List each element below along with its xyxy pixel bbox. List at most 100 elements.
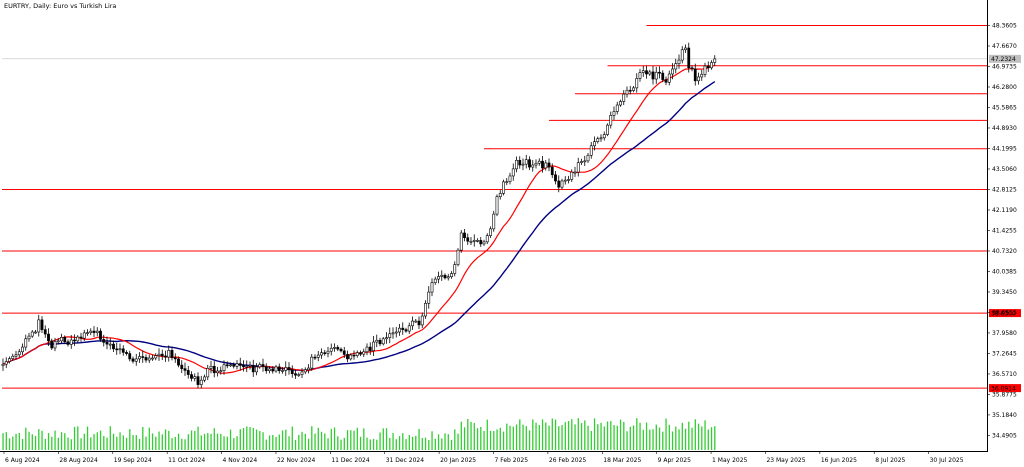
volume-bar: [148, 427, 150, 450]
chart-title: EURTRY, Daily: Euro vs Turkish Lira: [4, 2, 117, 10]
x-tick-label: 16 Jun 2025: [821, 457, 857, 464]
candle-body: [329, 347, 333, 352]
volume-bar: [538, 425, 540, 450]
volume-bar: [467, 418, 469, 450]
volume-bar: [564, 422, 566, 450]
volume-bar: [584, 420, 586, 450]
candle-body: [365, 346, 369, 353]
volume-bar: [528, 430, 531, 450]
volume-bar: [421, 438, 423, 450]
volume-bar: [57, 437, 59, 450]
volume-bar: [96, 432, 98, 450]
volume-bar: [346, 430, 349, 450]
volume-bar: [210, 433, 212, 450]
candle-body: [177, 358, 180, 366]
candle-body: [388, 333, 392, 338]
volume-bar: [684, 428, 687, 450]
candle-body: [583, 160, 587, 163]
candle-body: [658, 71, 661, 74]
x-tick-label: 26 Feb 2025: [549, 457, 587, 464]
candle-body: [238, 363, 242, 366]
volume-bar: [431, 431, 433, 450]
candle-body: [167, 350, 171, 358]
candle-body: [261, 364, 265, 367]
candle-body: [40, 319, 44, 330]
candle-body: [307, 367, 310, 371]
volume-bar: [242, 427, 245, 450]
volume-bar: [301, 431, 303, 450]
volume-bar: [21, 438, 24, 450]
candle-body: [355, 352, 359, 356]
candle-body: [602, 134, 606, 139]
volume-bar: [174, 436, 176, 450]
volume-bar: [545, 422, 547, 450]
candle-body: [515, 159, 518, 170]
candle-body: [427, 291, 431, 304]
volume-bar: [239, 429, 241, 450]
bid-price-label: 47.2324: [991, 56, 1016, 63]
candle-body: [232, 364, 236, 367]
volume-bar: [337, 436, 339, 450]
candle-body: [173, 357, 177, 360]
candle-body: [47, 333, 50, 342]
volume-bar: [155, 436, 157, 450]
candle-body: [190, 374, 193, 379]
volume-bar: [658, 427, 661, 450]
candle-body: [466, 237, 470, 242]
volume-bar: [694, 419, 696, 450]
y-tick-label: 42.1190: [992, 207, 1017, 214]
y-tick-label: 43.5060: [992, 166, 1017, 173]
candle-body: [641, 70, 645, 73]
candle-body: [446, 276, 450, 279]
volume-bar: [327, 438, 329, 450]
volume-bar: [41, 430, 43, 450]
candle-body: [141, 356, 145, 358]
volume-bar: [18, 432, 20, 450]
volume-bar: [288, 436, 290, 450]
candle-body: [550, 166, 554, 176]
volume-bar: [613, 424, 615, 450]
volume-bar: [15, 433, 17, 450]
volume-bar: [379, 432, 381, 450]
volume-bar: [629, 426, 631, 450]
volume-bar: [522, 424, 524, 450]
y-tick-label: 48.3605: [992, 23, 1017, 30]
candle-body: [134, 358, 138, 362]
y-tick-label: 34.4905: [992, 433, 1017, 440]
volume-bar: [551, 418, 553, 450]
volume-bar: [688, 421, 690, 450]
candle-body: [563, 179, 567, 182]
volume-bar: [171, 438, 173, 450]
candle-body: [609, 115, 613, 126]
candle-body: [60, 337, 63, 342]
volume-bar: [402, 433, 404, 450]
volume-bar: [86, 426, 89, 450]
candle-body: [222, 364, 226, 372]
volume-bar: [398, 436, 401, 450]
candle-body: [209, 365, 213, 369]
candle-body: [115, 348, 119, 351]
volume-bar: [665, 418, 667, 450]
candle-body: [635, 78, 639, 89]
volume-bar: [392, 433, 394, 450]
candle-body: [547, 162, 551, 168]
volume-bar: [590, 430, 592, 450]
candle-body: [313, 356, 317, 359]
level-label: 36.0914: [991, 385, 1016, 392]
candle-body: [407, 325, 411, 332]
candle-body: [674, 63, 678, 70]
volume-bar: [291, 426, 293, 450]
y-tick-label: 37.2645: [992, 351, 1017, 358]
candle-body: [193, 376, 197, 379]
candle-body: [14, 354, 18, 357]
candle-body: [160, 353, 164, 357]
y-tick-label: 41.4255: [992, 228, 1017, 235]
volume-bar: [83, 433, 85, 450]
volume-bar: [90, 437, 92, 450]
candle-body: [30, 331, 34, 337]
candle-body: [443, 274, 447, 279]
volume-bar: [405, 439, 407, 450]
volume-bar: [363, 428, 365, 450]
volume-bar: [246, 426, 248, 450]
x-tick-label: 18 Mar 2025: [603, 457, 641, 464]
